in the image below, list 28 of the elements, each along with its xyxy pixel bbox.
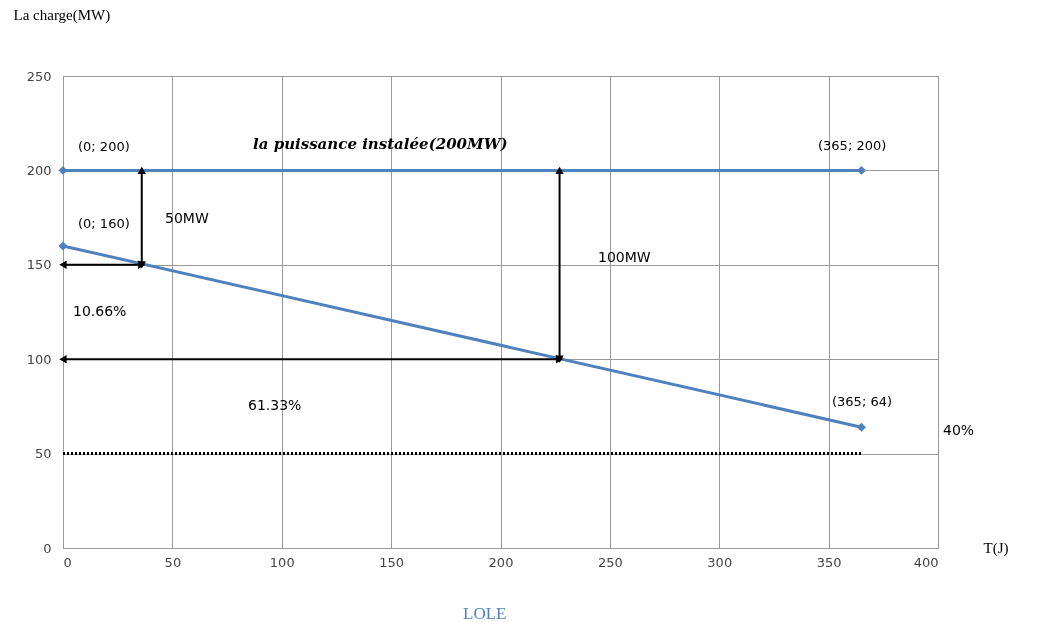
annotation: 50MW [165, 210, 209, 226]
x-tick-label: 100 [269, 554, 295, 570]
y-tick-label: 0 [43, 540, 52, 556]
x-axis-title: T(J) [983, 539, 1009, 557]
y-tick-label: 250 [26, 68, 52, 84]
annotation: 10.66% [73, 303, 127, 319]
series-label: la puissance instalée(200MW) [253, 135, 508, 154]
annotation: (0; 200) [78, 139, 130, 154]
x-tick-label: 200 [488, 554, 514, 570]
x-tick-label: 300 [707, 554, 733, 570]
y-tick-label: 50 [34, 446, 52, 462]
y-tick-label: 200 [26, 162, 52, 178]
x-tick-label: 0 [63, 554, 72, 570]
text: LOLE [463, 604, 507, 622]
annotation: 100MW [598, 249, 651, 265]
annotation: (365; 64) [832, 394, 893, 409]
y-tick-label: 100 [26, 351, 52, 367]
x-tick-label: 350 [816, 554, 842, 570]
x-tick-label: 250 [597, 554, 623, 570]
x-tick-label: 150 [379, 554, 405, 570]
text: 40% [943, 422, 975, 438]
x-tick-label: 400 [913, 554, 939, 570]
annotation: (0; 160) [78, 216, 130, 231]
x-tick-label: 50 [164, 554, 182, 570]
annotation: 61.33% [248, 397, 302, 413]
annotation: (365; 200) [818, 138, 887, 153]
y-tick-label: 150 [26, 257, 52, 273]
y-axis-title: La charge(MW) [13, 6, 111, 24]
